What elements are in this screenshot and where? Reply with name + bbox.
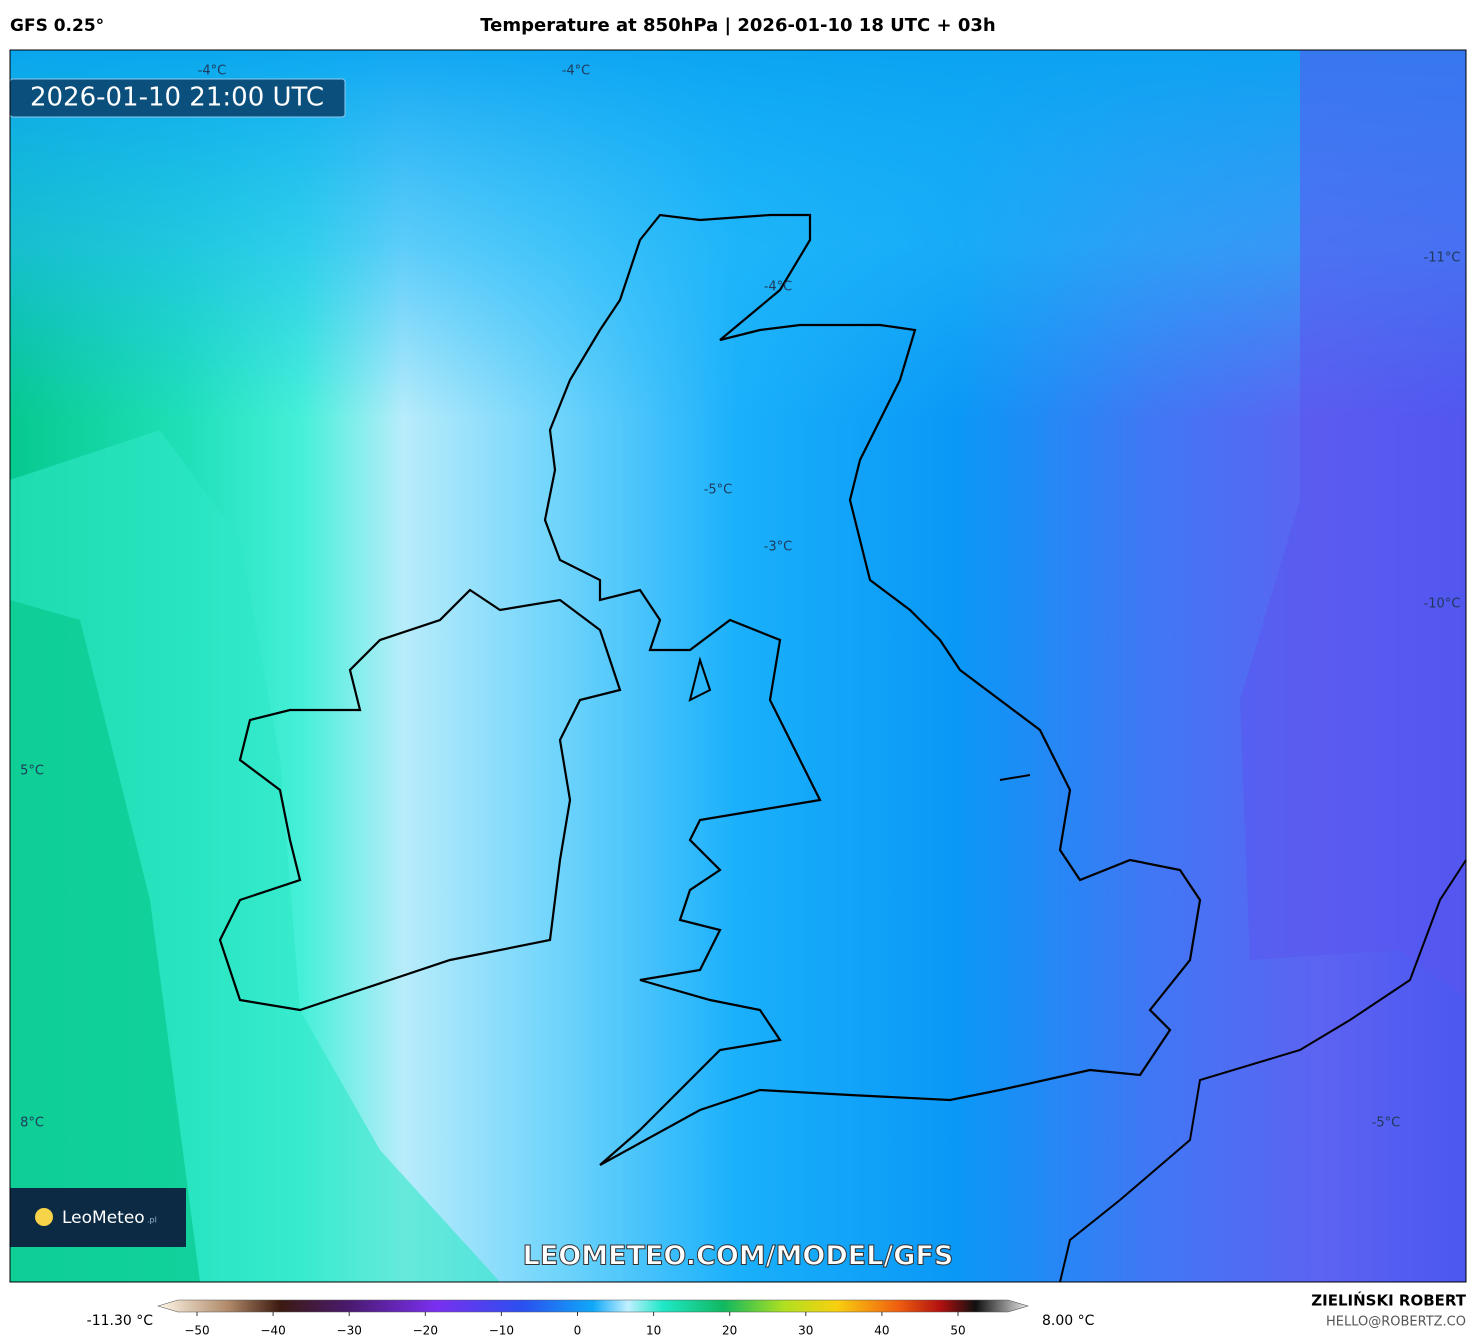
colorbar-tick-label: 50 xyxy=(950,1324,965,1338)
colorbar-tick-label: −10 xyxy=(489,1324,514,1338)
colorbar-tick-label: 0 xyxy=(574,1324,582,1338)
author: ZIELIŃSKI ROBERT xyxy=(1311,1291,1466,1310)
contour-label: -3°C xyxy=(764,540,793,555)
logo-text: LeoMeteo xyxy=(62,1208,145,1228)
coast-continent xyxy=(1059,859,1467,1283)
map-title: Temperature at 850hPa | 2026-01-10 18 UT… xyxy=(480,15,995,36)
cold-core xyxy=(1240,50,1466,1000)
contour-label: -5°C xyxy=(704,483,733,498)
model-name: GFS 0.25° xyxy=(10,16,104,36)
logo-suffix: .pl xyxy=(147,1216,157,1225)
map-frame xyxy=(9,49,1467,1283)
colorbar-tick-label: 30 xyxy=(798,1324,813,1338)
contour-label: 5°C xyxy=(20,764,44,779)
colorbar-tick-label: −50 xyxy=(184,1324,209,1338)
coast-ireland xyxy=(218,588,622,1012)
warm-core xyxy=(10,600,200,1282)
contour-label: -4°C xyxy=(198,64,227,79)
legend-min: -11.30 °C xyxy=(87,1313,154,1329)
legend: -11.30 °C 8.00 °C −50 −40 −30 −20 −10 0 10 20 30… xyxy=(87,1299,1095,1338)
contour-labels: -4°C -4°C -4°C -11°C -5°C -3°C -10°C 5°C… xyxy=(20,64,1460,1131)
colorbar xyxy=(156,1299,1030,1313)
watermark: LEOMETEO.COM/MODEL/GFS xyxy=(523,1241,954,1272)
logo-sun xyxy=(35,1208,53,1226)
contour-label: 8°C xyxy=(20,1116,44,1131)
colorbar-tick-label: 40 xyxy=(874,1324,889,1338)
colorbar-tick-label: −40 xyxy=(260,1324,285,1338)
colorbar-tick-label: 20 xyxy=(722,1324,737,1338)
coast-great-britain xyxy=(543,213,1202,1166)
timestamp: 2026-01-10 21:00 UTC xyxy=(30,83,324,113)
colorbar-tick-label: 10 xyxy=(646,1324,661,1338)
legend-max: 8.00 °C xyxy=(1042,1313,1095,1329)
contour-label: -4°C xyxy=(764,280,793,295)
coast-islands xyxy=(688,656,1031,781)
contour-label: -11°C xyxy=(1424,251,1461,266)
contour-label: -4°C xyxy=(562,64,591,79)
map: -4°C -4°C -4°C -11°C -5°C -3°C -10°C 5°C… xyxy=(9,49,1467,1283)
colorbar-tick-label: −20 xyxy=(413,1324,438,1338)
colorbar-tick-label: −30 xyxy=(337,1324,362,1338)
contour-label: -10°C xyxy=(1424,597,1461,612)
contact: HELLO@ROBERTZ.CO xyxy=(1326,1315,1466,1330)
contour-label: -5°C xyxy=(1372,1116,1401,1131)
